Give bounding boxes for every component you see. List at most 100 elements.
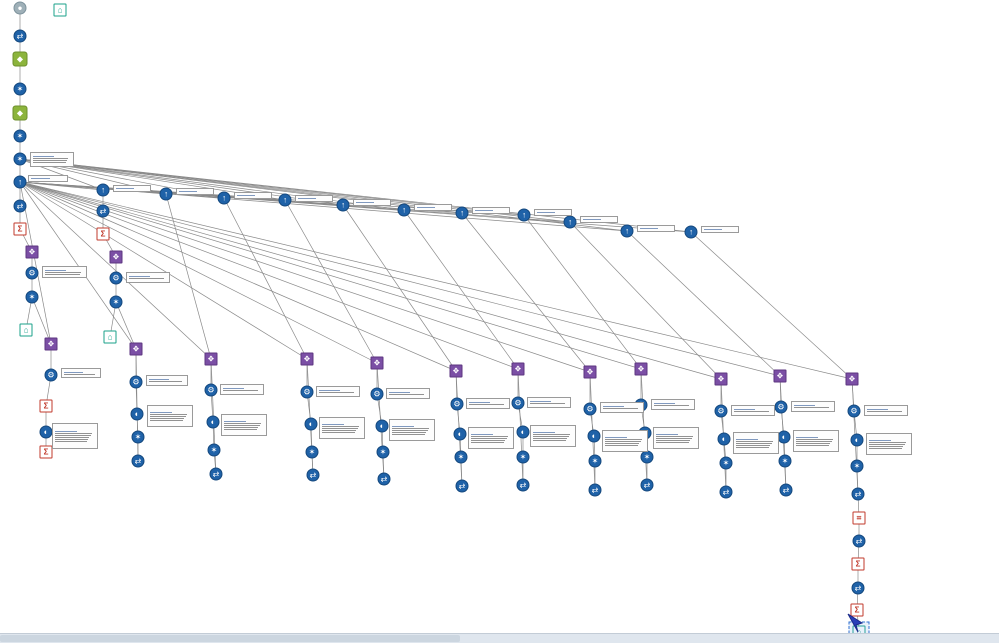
activity-node-b7k[interactable]: ⇄ [588,483,602,497]
node-label-box[interactable] [319,417,365,439]
activity-node-b1j[interactable]: ✶ [131,430,145,444]
activity-node-b9[interactable]: ↑ [563,215,577,229]
subprocess-node-b10g[interactable]: ❖ [773,369,787,383]
node-label-box[interactable] [28,175,68,182]
node-label-box[interactable] [472,207,510,214]
activity-node-b10i[interactable]: ◐ [777,430,791,444]
activity-node-b6[interactable]: ↑ [397,203,411,217]
subprocess-node-b5g[interactable]: ❖ [449,364,463,378]
activity-node-b8k[interactable]: ⇄ [640,478,654,492]
aggregate-node-n18[interactable]: Σ [39,445,53,459]
node-label-box[interactable] [61,368,101,378]
activity-node-b10k[interactable]: ⇄ [779,483,793,497]
activity-node-b2j[interactable]: ✶ [207,443,221,457]
activity-node-b4h[interactable]: ⚙ [370,387,384,401]
node-label-box[interactable] [42,266,87,278]
subprocess-node-b2g[interactable]: ❖ [204,352,218,366]
aggregate-node-n16[interactable]: Σ [39,399,53,413]
node-label-box[interactable] [295,195,333,202]
subprocess-node-b8g[interactable]: ❖ [634,362,648,376]
subprocess-node-b1g[interactable]: ❖ [129,342,143,356]
aggregate-node-r8[interactable]: Σ [851,557,865,571]
node-label-box[interactable] [866,433,912,455]
start-node-n0[interactable]: ● [13,1,27,15]
activity-node-b4j[interactable]: ✶ [376,445,390,459]
activity-node-n17[interactable]: ◐ [39,425,53,439]
node-label-box[interactable] [113,185,151,192]
node-label-box[interactable] [176,188,214,195]
activity-node-b6j[interactable]: ✶ [516,450,530,464]
activity-node-b6k[interactable]: ⇄ [516,478,530,492]
subprocess-node-b3g[interactable]: ❖ [300,352,314,366]
decision-node-n4[interactable]: ◆ [12,105,28,121]
aggregate-node-b1b[interactable]: Σ [96,227,110,241]
subprocess-node-r1[interactable]: ❖ [845,372,859,386]
activity-node-b1i[interactable]: ◐ [130,407,144,421]
activity-node-b10h[interactable]: ⚙ [774,400,788,414]
activity-node-b7[interactable]: ↑ [455,206,469,220]
activity-node-b7j[interactable]: ✶ [588,454,602,468]
activity-node-b3j[interactable]: ✶ [305,445,319,459]
activity-node-b1e[interactable]: ✶ [109,295,123,309]
node-label-box[interactable] [731,405,775,416]
activity-node-b4k[interactable]: ⇄ [377,472,391,486]
subprocess-node-n14[interactable]: ❖ [44,337,58,351]
activity-node-b5j[interactable]: ✶ [454,450,468,464]
activity-node-b2k[interactable]: ⇄ [209,467,223,481]
node-label-box[interactable] [389,419,435,441]
activity-node-b1a[interactable]: ⇄ [96,204,110,218]
node-label-box[interactable] [234,192,272,199]
activity-node-n15[interactable]: ⚙ [44,368,58,382]
node-label-box[interactable] [468,427,514,449]
node-label-box[interactable] [147,405,193,427]
activity-node-b7i[interactable]: ◐ [587,429,601,443]
node-label-box[interactable] [220,384,264,395]
subprocess-node-b6g[interactable]: ❖ [511,362,525,376]
node-label-box[interactable] [651,399,695,410]
node-label-box[interactable] [414,204,452,211]
terminal-node-n_t0[interactable]: ⌂ [53,3,67,17]
activity-node-b2[interactable]: ↑ [159,187,173,201]
subprocess-node-b1c[interactable]: ❖ [109,250,123,264]
terminal-node-b1f[interactable]: ⌂ [103,330,117,344]
subprocess-node-b7g[interactable]: ❖ [583,365,597,379]
activity-node-b10[interactable]: ↑ [620,224,634,238]
node-label-box[interactable] [791,401,835,412]
node-label-box[interactable] [466,398,510,409]
aggregate-node-r6[interactable]: ⌗ [852,511,866,525]
node-label-box[interactable] [30,152,74,167]
activity-node-b5h[interactable]: ⚙ [450,397,464,411]
node-label-box[interactable] [580,216,618,223]
activity-node-b5i[interactable]: ◐ [453,427,467,441]
activity-node-b8j[interactable]: ✶ [640,450,654,464]
activity-node-r4[interactable]: ✶ [850,459,864,473]
scrollbar-thumb[interactable] [0,635,460,642]
node-label-box[interactable] [386,388,430,399]
activity-node-n1[interactable]: ⇄ [13,29,27,43]
activity-node-b3i[interactable]: ◐ [304,417,318,431]
node-label-box[interactable] [126,272,170,283]
activity-node-b9i[interactable]: ◐ [717,432,731,446]
activity-node-n7[interactable]: ↑ [13,175,27,189]
activity-node-b11[interactable]: ↑ [684,225,698,239]
node-label-box[interactable] [600,402,644,413]
activity-node-b2h[interactable]: ⚙ [204,383,218,397]
activity-node-n3[interactable]: ✶ [13,82,27,96]
activity-node-r9[interactable]: ⇄ [851,581,865,595]
activity-node-b1[interactable]: ↑ [96,183,110,197]
node-label-box[interactable] [864,405,908,416]
node-label-box[interactable] [602,430,648,452]
node-label-box[interactable] [653,427,699,449]
aggregate-node-n9[interactable]: Σ [13,222,27,236]
activity-node-b10j[interactable]: ✶ [778,454,792,468]
activity-node-r7[interactable]: ⇄ [852,534,866,548]
activity-node-n6[interactable]: ✶ [13,152,27,166]
activity-node-b3[interactable]: ↑ [217,191,231,205]
activity-node-b1k[interactable]: ⇄ [131,454,145,468]
activity-node-b5k[interactable]: ⇄ [455,479,469,493]
activity-node-b9j[interactable]: ✶ [719,456,733,470]
node-label-box[interactable] [534,209,572,216]
horizontal-scrollbar[interactable] [0,633,999,643]
node-label-box[interactable] [701,226,739,233]
